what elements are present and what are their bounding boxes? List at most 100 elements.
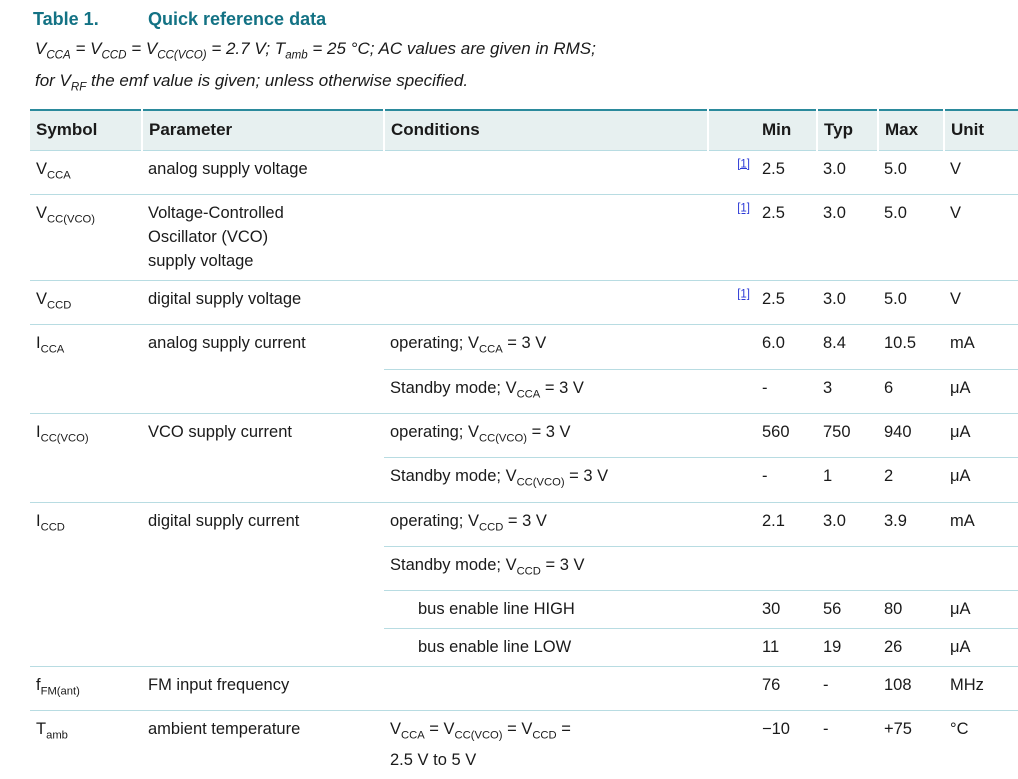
col-header-max: Max [877, 109, 944, 151]
cell-unit: μA [944, 368, 1018, 414]
cell-symbol: ICCA [30, 324, 142, 414]
col-header-unit: Unit [943, 109, 1018, 151]
cell-parameter: digital supply voltage [142, 280, 384, 325]
cell-min: 2.5 [756, 149, 817, 195]
cell-conditions: operating; VCCD = 3 V [384, 501, 708, 547]
cell-conditions [384, 666, 708, 711]
cell-typ: - [817, 710, 878, 779]
cell-parameter: Voltage-Controlled Oscillator (VCO) supply… [142, 194, 384, 281]
cell-typ: 19 [817, 628, 878, 667]
cell-parameter: ambient temperature [142, 710, 384, 779]
col-header-symbol: Symbol [30, 109, 142, 151]
col-header-parameter: Parameter [141, 109, 384, 151]
col-header-min: Min [756, 109, 817, 151]
cell-typ: - [817, 666, 878, 711]
cell-conditions: bus enable line LOW [384, 628, 708, 667]
cell-unit: mA [944, 501, 1018, 547]
cell-conditions: VCCA = VCC(VCO) = VCCD = 2.5 V to 5 V [384, 710, 708, 779]
cell-typ: 3.0 [817, 280, 878, 325]
cell-symbol: fFM(ant) [30, 666, 142, 711]
cell-conditions: Standby mode; VCCD = 3 V [384, 545, 708, 591]
footnote-ref-1[interactable]: [1] [737, 158, 750, 171]
cell-parameter: digital supply current [142, 501, 384, 667]
table-row: VCCD digital supply voltage [1] 2.5 3.0 … [30, 280, 1018, 325]
cell-min: 30 [756, 590, 817, 629]
cell-min [756, 545, 817, 591]
cell-min: 2.5 [756, 194, 817, 281]
table-subrow: bus enable line LOW 11 19 26 μA [30, 628, 1018, 667]
cell-max: 2 [878, 457, 944, 503]
conditions-note-line-2: for VRF the emf value is given; unless o… [35, 71, 469, 94]
cell-typ: 3 [817, 368, 878, 414]
table-row: VCC(VCO) Voltage-Controlled Oscillator (V… [30, 194, 1018, 281]
cell-unit: V [944, 194, 1018, 281]
cell-unit: μA [944, 590, 1018, 629]
cell-typ: 3.0 [817, 149, 878, 195]
cell-min: 2.1 [756, 501, 817, 547]
table-header-row: Symbol Parameter Conditions Min Typ Max … [30, 109, 1018, 151]
table-row: ICCA analog supply current operating; VC… [30, 324, 1018, 414]
cell-unit: μA [944, 412, 1018, 458]
cell-typ: 3.0 [817, 501, 878, 547]
cell-max: 940 [878, 412, 944, 458]
cell-symbol: Tamb [30, 710, 142, 779]
cell-unit: °C [944, 710, 1018, 779]
cell-max: 80 [878, 590, 944, 629]
table-row: fFM(ant) FM input frequency 76 - 108 MHz [30, 666, 1018, 711]
table-caption-number: Table 1. [33, 9, 99, 29]
cell-typ: 750 [817, 412, 878, 458]
table-row: ICC(VCO) VCO supply current operating; V… [30, 412, 1018, 503]
cell-typ: 56 [817, 590, 878, 629]
cell-min: 2.5 [756, 280, 817, 325]
cell-conditions [384, 149, 708, 195]
table-row: VCCA analog supply voltage [1] 2.5 3.0 5… [30, 149, 1018, 195]
cell-max: 26 [878, 628, 944, 667]
cell-max: 5.0 [878, 194, 944, 281]
cell-symbol: VCC(VCO) [30, 194, 142, 281]
cell-symbol: VCCA [30, 149, 142, 195]
cell-parameter: analog supply voltage [142, 149, 384, 195]
cell-max: +75 [878, 710, 944, 779]
table-caption: Table 1. Quick reference data [33, 8, 1018, 30]
footnote-ref-1[interactable]: [1] [737, 202, 750, 215]
table-subrow: Standby mode; VCCD = 3 V [30, 545, 1018, 591]
cell-conditions: Standby mode; VCC(VCO) = 3 V [384, 457, 708, 503]
col-header-ref-spacer [707, 109, 756, 151]
col-header-typ: Typ [816, 109, 878, 151]
cell-unit: mA [944, 324, 1018, 370]
cell-conditions: Standby mode; VCCA = 3 V [384, 368, 708, 414]
table-row: Tamb ambient temperature VCCA = VCC(VCO)… [30, 710, 1018, 779]
quick-reference-table: Symbol Parameter Conditions Min Typ Max … [30, 108, 1018, 779]
cell-parameter: VCO supply current [142, 412, 384, 503]
cell-min: 560 [756, 412, 817, 458]
cell-min: - [756, 457, 817, 503]
table-subrow: Standby mode; VCCA = 3 V - 3 6 μA [30, 368, 1018, 414]
cell-unit: MHz [944, 666, 1018, 711]
cell-min: 6.0 [756, 324, 817, 370]
conditions-note-line-1: VCCA = VCCD = VCC(VCO) = 2.7 V; Tamb = 2… [35, 39, 596, 62]
cell-max: 3.9 [878, 501, 944, 547]
cell-min: 11 [756, 628, 817, 667]
cell-conditions: operating; VCC(VCO) = 3 V [384, 412, 708, 458]
cell-min: - [756, 368, 817, 414]
cell-unit: μA [944, 457, 1018, 503]
cell-max [878, 545, 944, 591]
cell-symbol: VCCD [30, 280, 142, 325]
cell-typ: 1 [817, 457, 878, 503]
cell-typ: 8.4 [817, 324, 878, 370]
cell-parameter: FM input frequency [142, 666, 384, 711]
cell-conditions: bus enable line HIGH [384, 590, 708, 629]
cell-max: 6 [878, 368, 944, 414]
cell-symbol: ICC(VCO) [30, 412, 142, 503]
cell-max: 5.0 [878, 149, 944, 195]
table-caption-title: Quick reference data [148, 9, 327, 29]
col-header-conditions: Conditions [383, 109, 708, 151]
cell-min: 76 [756, 666, 817, 711]
table-conditions-note: VCCA = VCCD = VCC(VCO) = 2.7 V; Tamb = 2… [35, 36, 1018, 101]
cell-unit: V [944, 149, 1018, 195]
cell-typ: 3.0 [817, 194, 878, 281]
cell-max: 5.0 [878, 280, 944, 325]
footnote-ref-1[interactable]: [1] [737, 288, 750, 301]
cell-symbol: ICCD [30, 501, 142, 667]
